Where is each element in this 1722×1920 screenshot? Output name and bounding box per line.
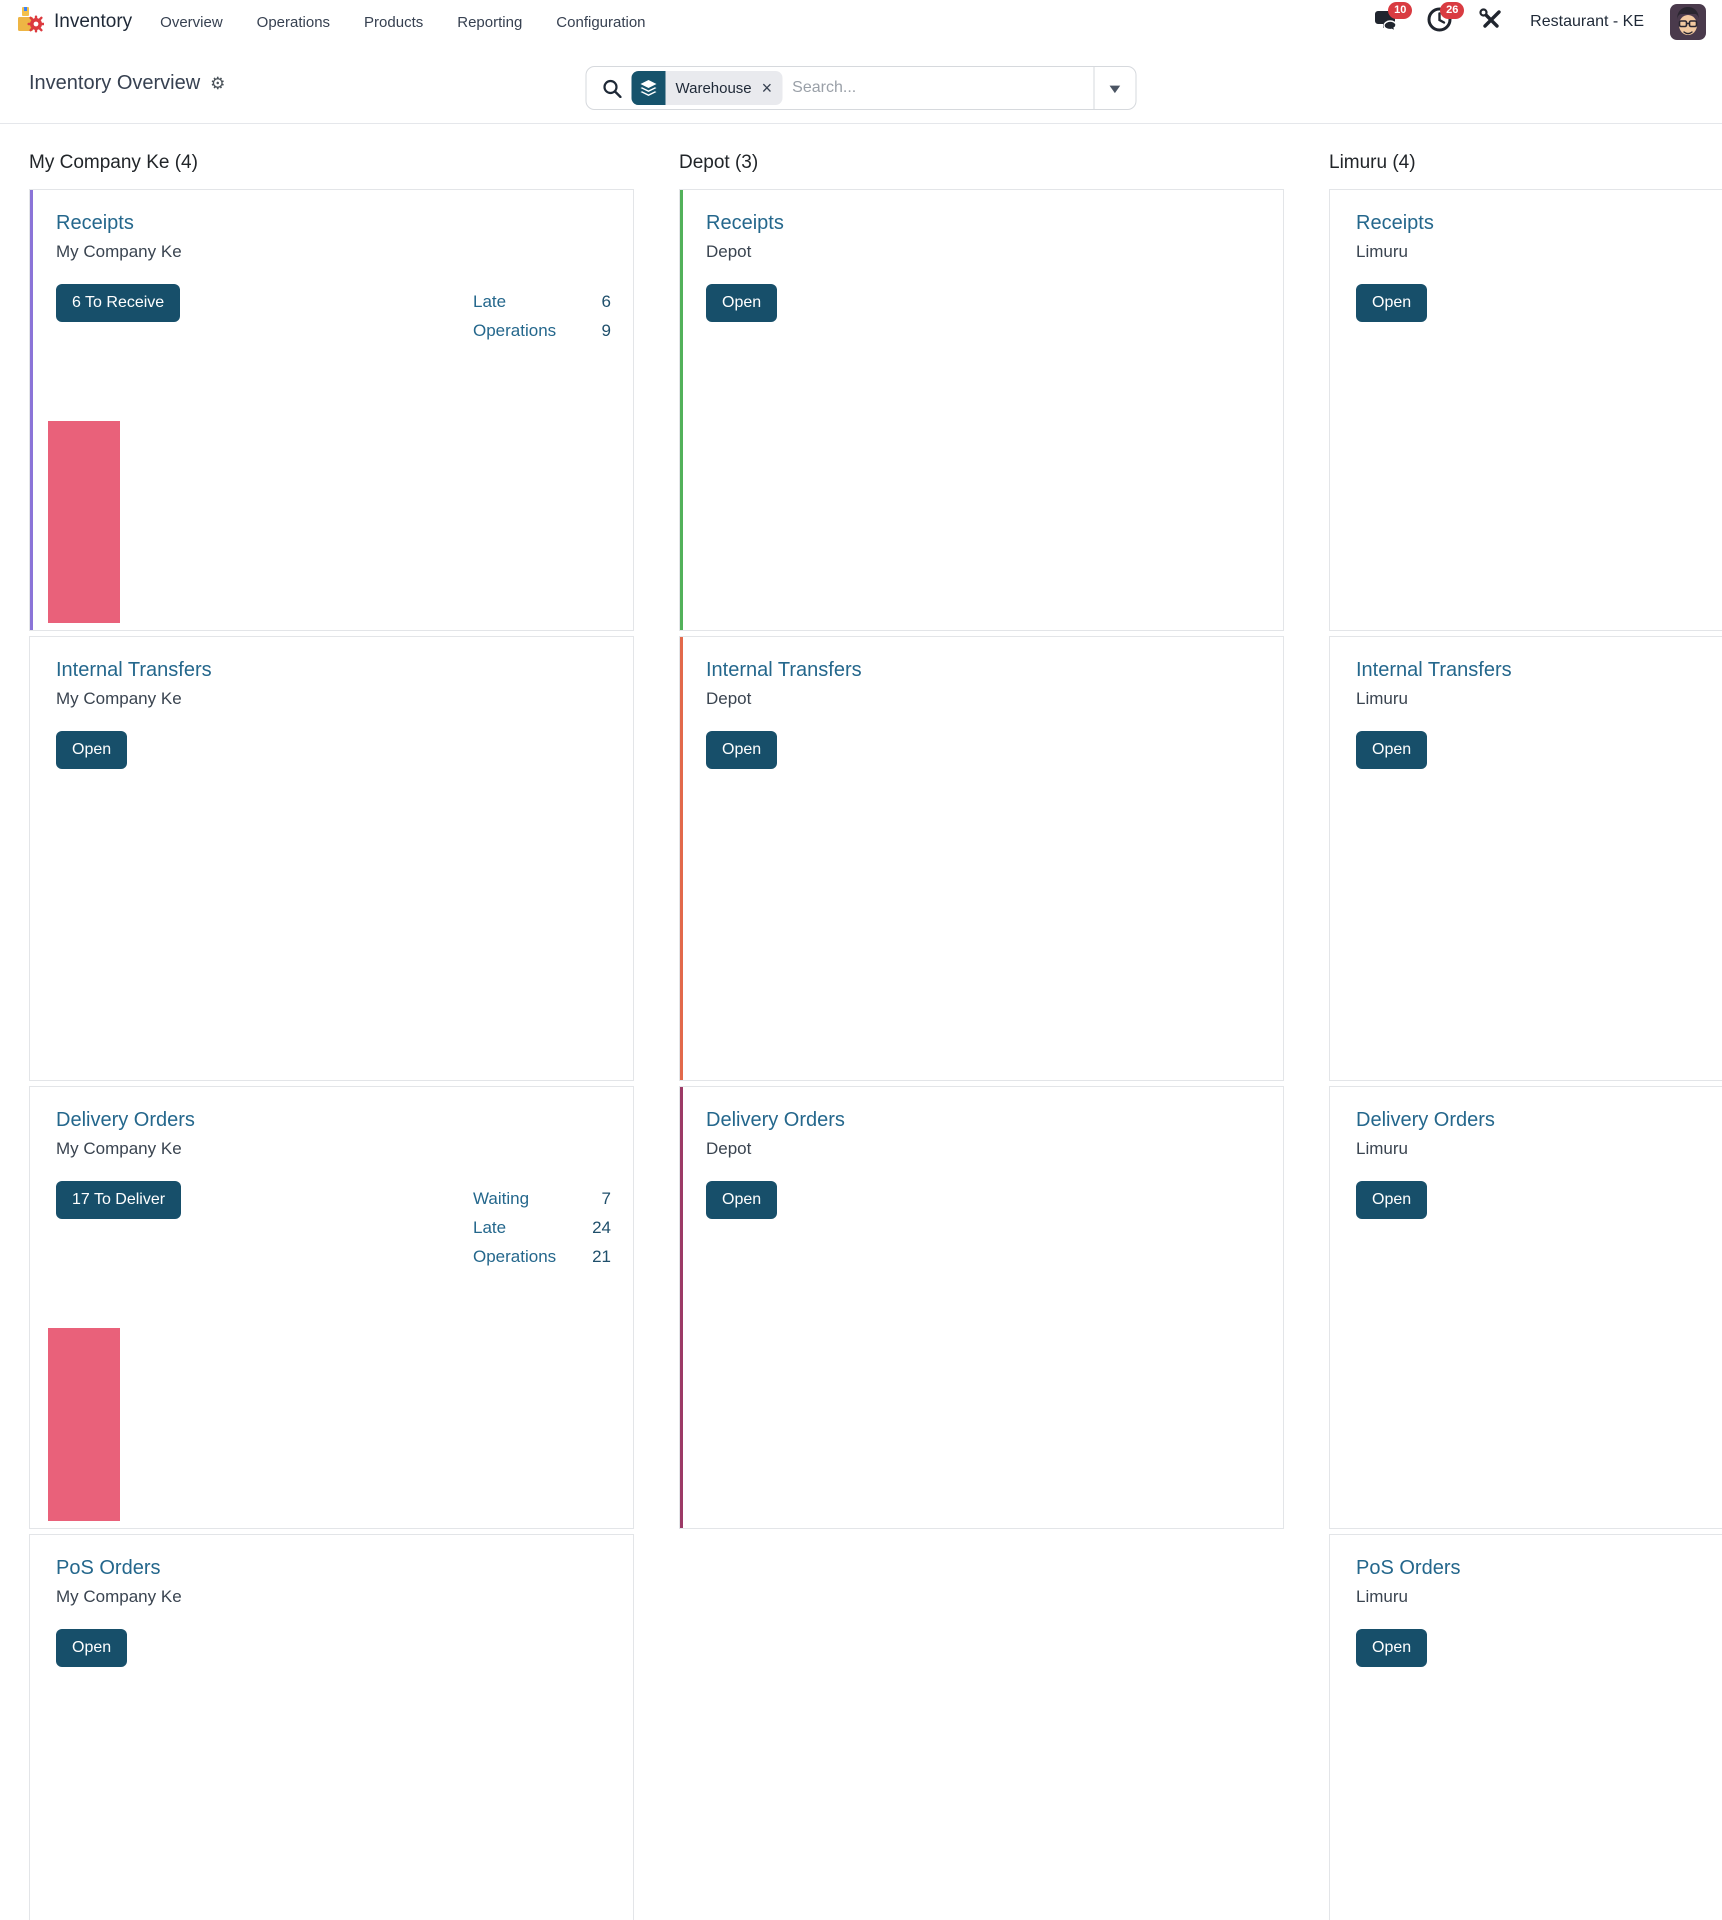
- menu-overview[interactable]: Overview: [160, 13, 223, 31]
- app-menu-toggle[interactable]: Inventory: [16, 6, 132, 39]
- search-dropdown-toggle[interactable]: ▼: [1093, 67, 1136, 109]
- messages-button[interactable]: 10: [1374, 2, 1413, 35]
- open-button[interactable]: Open: [1356, 1181, 1428, 1219]
- company-switcher[interactable]: Restaurant - KE: [1530, 13, 1644, 30]
- stat-operations[interactable]: Operations 9: [473, 321, 611, 340]
- menu-operations[interactable]: Operations: [256, 13, 331, 31]
- systray: 10 26 Restaurant - KE: [1374, 2, 1706, 40]
- card-pos-orders-my-company: PoS Orders My Company Ke Open: [29, 1534, 634, 1920]
- card-stats: Late 6 Operations 9: [473, 287, 611, 345]
- card-pos-orders-limuru: PoS Orders Limuru Open: [1329, 1534, 1722, 1920]
- activities-button[interactable]: 26: [1426, 2, 1465, 37]
- column-limuru: Limuru (4) Receipts Limuru Open Internal…: [1329, 152, 1722, 1920]
- messages-badge: 10: [1388, 2, 1413, 19]
- card-stats: Waiting 7 Late 24 Operations 21: [473, 1184, 611, 1271]
- menu-products[interactable]: Products: [364, 13, 424, 31]
- card-subtitle: Depot: [706, 689, 752, 708]
- card-receipts-my-company: Receipts My Company Ke 6 To Receive Late…: [29, 189, 634, 631]
- kanban-graph-bar[interactable]: [48, 1328, 120, 1521]
- card-subtitle: My Company Ke: [56, 242, 182, 261]
- stat-operations[interactable]: Operations 21: [473, 1247, 611, 1266]
- card-delivery-orders-my-company: Delivery Orders My Company Ke 17 To Deli…: [29, 1086, 634, 1529]
- wrench-screwdriver-icon: [1479, 7, 1503, 37]
- card-subtitle: Limuru: [1356, 242, 1408, 261]
- top-navbar: Inventory Overview Operations Products R…: [0, 0, 1722, 44]
- column-header: Depot (3): [679, 152, 759, 173]
- card-receipts-depot: Receipts Depot Open: [679, 189, 1284, 631]
- card-receipts-limuru: Receipts Limuru Open: [1329, 189, 1722, 631]
- open-button[interactable]: Open: [1356, 731, 1428, 769]
- card-title: Internal Transfers: [1356, 659, 1512, 681]
- app-name: Inventory: [54, 11, 133, 32]
- card-subtitle: My Company Ke: [56, 689, 182, 708]
- card-subtitle: Limuru: [1356, 1139, 1408, 1158]
- card-delivery-orders-depot: Delivery Orders Depot Open: [679, 1086, 1284, 1529]
- column-my-company: My Company Ke (4) Receipts My Company Ke…: [29, 152, 634, 1920]
- column-depot: Depot (3) Receipts Depot Open Internal T…: [679, 152, 1284, 1534]
- stat-late[interactable]: Late 6: [473, 292, 611, 311]
- card-delivery-orders-limuru: Delivery Orders Limuru Open: [1329, 1086, 1722, 1529]
- search-facet-warehouse[interactable]: Warehouse ×: [631, 71, 783, 105]
- card-internal-transfers-my-company: Internal Transfers My Company Ke Open: [29, 636, 634, 1081]
- inventory-overview-content: My Company Ke (4) Receipts My Company Ke…: [0, 124, 1722, 1920]
- card-accent-strip: [30, 190, 33, 630]
- card-internal-transfers-depot: Internal Transfers Depot Open: [679, 636, 1284, 1081]
- card-subtitle: Depot: [706, 1139, 752, 1158]
- to-receive-button[interactable]: 6 To Receive: [56, 284, 181, 322]
- card-title: Delivery Orders: [56, 1109, 195, 1131]
- layers-icon: [631, 71, 666, 105]
- card-subtitle: My Company Ke: [56, 1587, 182, 1606]
- card-subtitle: My Company Ke: [56, 1139, 182, 1158]
- page-title: Inventory Overview: [29, 72, 201, 94]
- card-title: Receipts: [1356, 212, 1434, 234]
- open-button[interactable]: Open: [706, 731, 778, 769]
- stat-late[interactable]: Late 24: [473, 1218, 611, 1237]
- card-accent-strip: [680, 190, 683, 630]
- menu-reporting[interactable]: Reporting: [457, 13, 523, 31]
- search-input[interactable]: [782, 79, 1094, 97]
- kanban-graph-bar[interactable]: [48, 421, 120, 623]
- card-title: Receipts: [706, 212, 784, 234]
- tools-button[interactable]: [1478, 7, 1504, 37]
- column-header: Limuru (4): [1329, 152, 1416, 173]
- card-subtitle: Depot: [706, 242, 752, 261]
- menu-configuration[interactable]: Configuration: [556, 13, 646, 31]
- card-internal-transfers-limuru: Internal Transfers Limuru Open: [1329, 636, 1722, 1081]
- card-title: Receipts: [56, 212, 134, 234]
- card-title: Internal Transfers: [56, 659, 212, 681]
- card-accent-strip: [680, 637, 683, 1080]
- card-subtitle: Limuru: [1356, 1587, 1408, 1606]
- open-button[interactable]: Open: [706, 1181, 778, 1219]
- gear-icon[interactable]: ⚙: [210, 73, 226, 93]
- open-button[interactable]: Open: [56, 1629, 128, 1667]
- clock-icon: [1427, 7, 1452, 37]
- main-menu: Overview Operations Products Reporting C…: [158, 10, 647, 35]
- facet-label: Warehouse: [675, 79, 752, 97]
- user-avatar[interactable]: [1670, 4, 1706, 40]
- open-button[interactable]: Open: [56, 731, 128, 769]
- open-button[interactable]: Open: [1356, 1629, 1428, 1667]
- column-header: My Company Ke (4): [29, 152, 198, 173]
- card-title: Delivery Orders: [1356, 1109, 1495, 1131]
- inventory-app-icon: [16, 6, 45, 39]
- control-panel: Inventory Overview ⚙ Warehouse × ▼: [0, 44, 1722, 124]
- card-accent-strip: [680, 1087, 683, 1528]
- search-icon: [603, 79, 622, 98]
- chevron-down-icon: ▼: [1105, 80, 1125, 96]
- card-title: Internal Transfers: [706, 659, 862, 681]
- open-button[interactable]: Open: [706, 284, 778, 322]
- facet-remove-icon[interactable]: ×: [761, 77, 773, 98]
- to-deliver-button[interactable]: 17 To Deliver: [56, 1181, 182, 1219]
- card-subtitle: Limuru: [1356, 689, 1408, 708]
- open-button[interactable]: Open: [1356, 284, 1428, 322]
- card-title: PoS Orders: [56, 1557, 161, 1579]
- search-bar: Warehouse × ▼: [585, 66, 1137, 110]
- activities-badge: 26: [1440, 2, 1465, 19]
- stat-waiting[interactable]: Waiting 7: [473, 1189, 611, 1208]
- card-title: PoS Orders: [1356, 1557, 1461, 1579]
- card-title: Delivery Orders: [706, 1109, 845, 1131]
